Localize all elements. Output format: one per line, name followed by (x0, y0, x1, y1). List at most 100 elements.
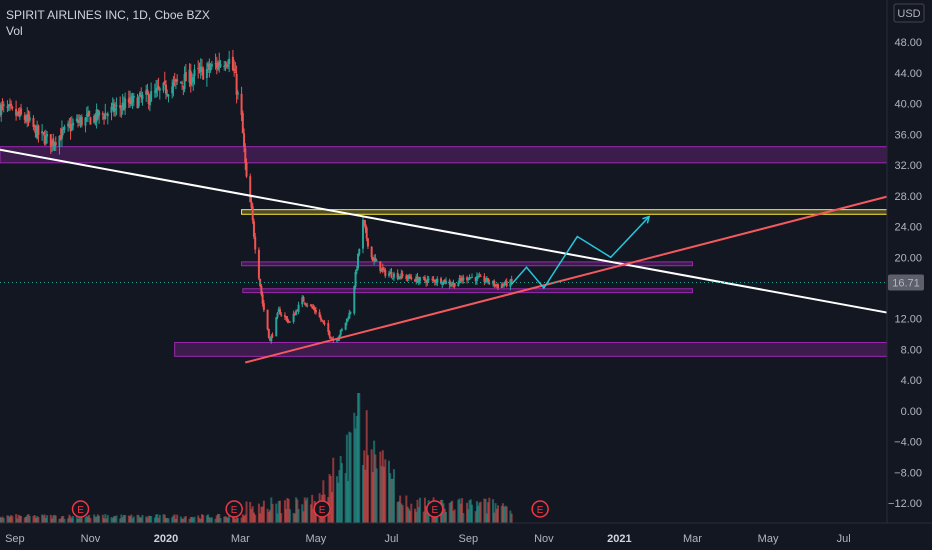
earnings-marker-circle (531, 500, 549, 518)
volume-bar (423, 497, 426, 523)
volume-bar (217, 514, 220, 523)
candle-body (444, 280, 447, 284)
volume-bar (124, 515, 127, 523)
volume-bar (312, 509, 315, 523)
candle-body (44, 135, 47, 144)
candle-body (224, 65, 227, 67)
candle-body (85, 114, 88, 116)
volume-bar (370, 449, 373, 523)
volume-bar (84, 517, 87, 523)
candle-body (323, 323, 326, 325)
candle-body (269, 338, 272, 341)
volume-bar (183, 516, 186, 523)
volume-bar (329, 475, 332, 523)
candle-body (400, 273, 403, 279)
volume-bar (466, 502, 469, 523)
volume-bar (205, 515, 208, 523)
volume-bar (7, 515, 10, 523)
volume-bar (309, 504, 312, 523)
candle-body (184, 71, 187, 82)
volume-bar (199, 518, 202, 523)
price-tick-label: 8.00 (901, 344, 922, 356)
candle-body (468, 277, 471, 280)
volume-bar (271, 503, 274, 523)
volume-bar (374, 454, 377, 523)
volume-bar (467, 509, 470, 523)
candle-body (379, 261, 382, 272)
volume-bar (483, 498, 486, 523)
candle-body (112, 103, 115, 113)
volume-bar (396, 501, 399, 523)
candle-body (240, 93, 243, 116)
volume-bar (426, 510, 429, 523)
candle-body (485, 277, 488, 281)
volume-bar (23, 517, 26, 523)
volume-bar (78, 516, 81, 523)
volume-bar (88, 514, 91, 523)
candle-body (202, 68, 205, 80)
volume-bar (165, 518, 168, 523)
price-tick-label: 4.00 (901, 375, 922, 387)
volume-bar (444, 511, 447, 523)
currency-badge[interactable]: USD (893, 3, 925, 23)
candle-body (51, 140, 54, 145)
candle-body (285, 316, 288, 319)
candle-body (286, 318, 289, 322)
volume-bar (20, 515, 23, 523)
volume-bar (303, 497, 306, 523)
candle-body (280, 314, 283, 316)
zone-purple-3 (242, 288, 694, 294)
volume-bar (442, 503, 445, 523)
candle-body (68, 124, 71, 126)
volume-bar (493, 512, 496, 523)
candle-body (158, 88, 161, 91)
volume-bar (449, 501, 452, 523)
volume-bar (503, 506, 506, 523)
volume-bar (176, 514, 179, 523)
candle-body (361, 219, 364, 249)
volume-bar (209, 518, 212, 523)
price-tick-label: 44.00 (894, 68, 922, 80)
candle-body (95, 109, 98, 122)
volume-bar (85, 516, 88, 523)
currency-label: USD (897, 8, 920, 20)
candle-body (245, 162, 248, 177)
candle-body (234, 71, 237, 73)
volume-bar (280, 513, 283, 523)
volume-bar (150, 516, 153, 523)
candle-body (297, 304, 300, 312)
volume-bar (269, 510, 272, 523)
volume-bar (338, 470, 341, 523)
volume-indicator-label[interactable]: Vol (6, 24, 23, 38)
volume-bar (381, 450, 384, 523)
volume-bar (357, 393, 360, 523)
candle-body (340, 329, 343, 331)
volume-bar (349, 432, 352, 523)
earnings-marker: E (313, 500, 331, 518)
volume-bar (293, 513, 296, 523)
candle-body (355, 268, 358, 272)
candle-body (23, 115, 26, 120)
volume-bar (409, 510, 412, 523)
volume-bar (243, 516, 246, 523)
candle-body (20, 108, 23, 115)
symbol-title[interactable]: SPIRIT AIRLINES INC, 1D, Cboe BZX (6, 8, 210, 22)
volume-bar (43, 514, 46, 523)
volume-bar (95, 516, 98, 523)
candle-body (500, 284, 503, 288)
candle-body (96, 109, 99, 118)
price-tick-label: 0.00 (901, 406, 922, 418)
candle-body (36, 125, 39, 139)
earnings-marker: E (426, 500, 444, 518)
candle-body (59, 135, 62, 141)
candle-body (199, 66, 202, 72)
volume-bar (337, 482, 340, 523)
volume-bar (236, 517, 239, 523)
candle-body (155, 88, 158, 94)
volume-bar (267, 511, 270, 523)
candle-body (293, 313, 296, 316)
volume-bar (147, 515, 150, 523)
time-axis[interactable]: Sep Nov 2020 Mar May Jul Sep Nov 2021 Mar May Jul (5, 533, 851, 545)
volume-bar (146, 517, 149, 523)
